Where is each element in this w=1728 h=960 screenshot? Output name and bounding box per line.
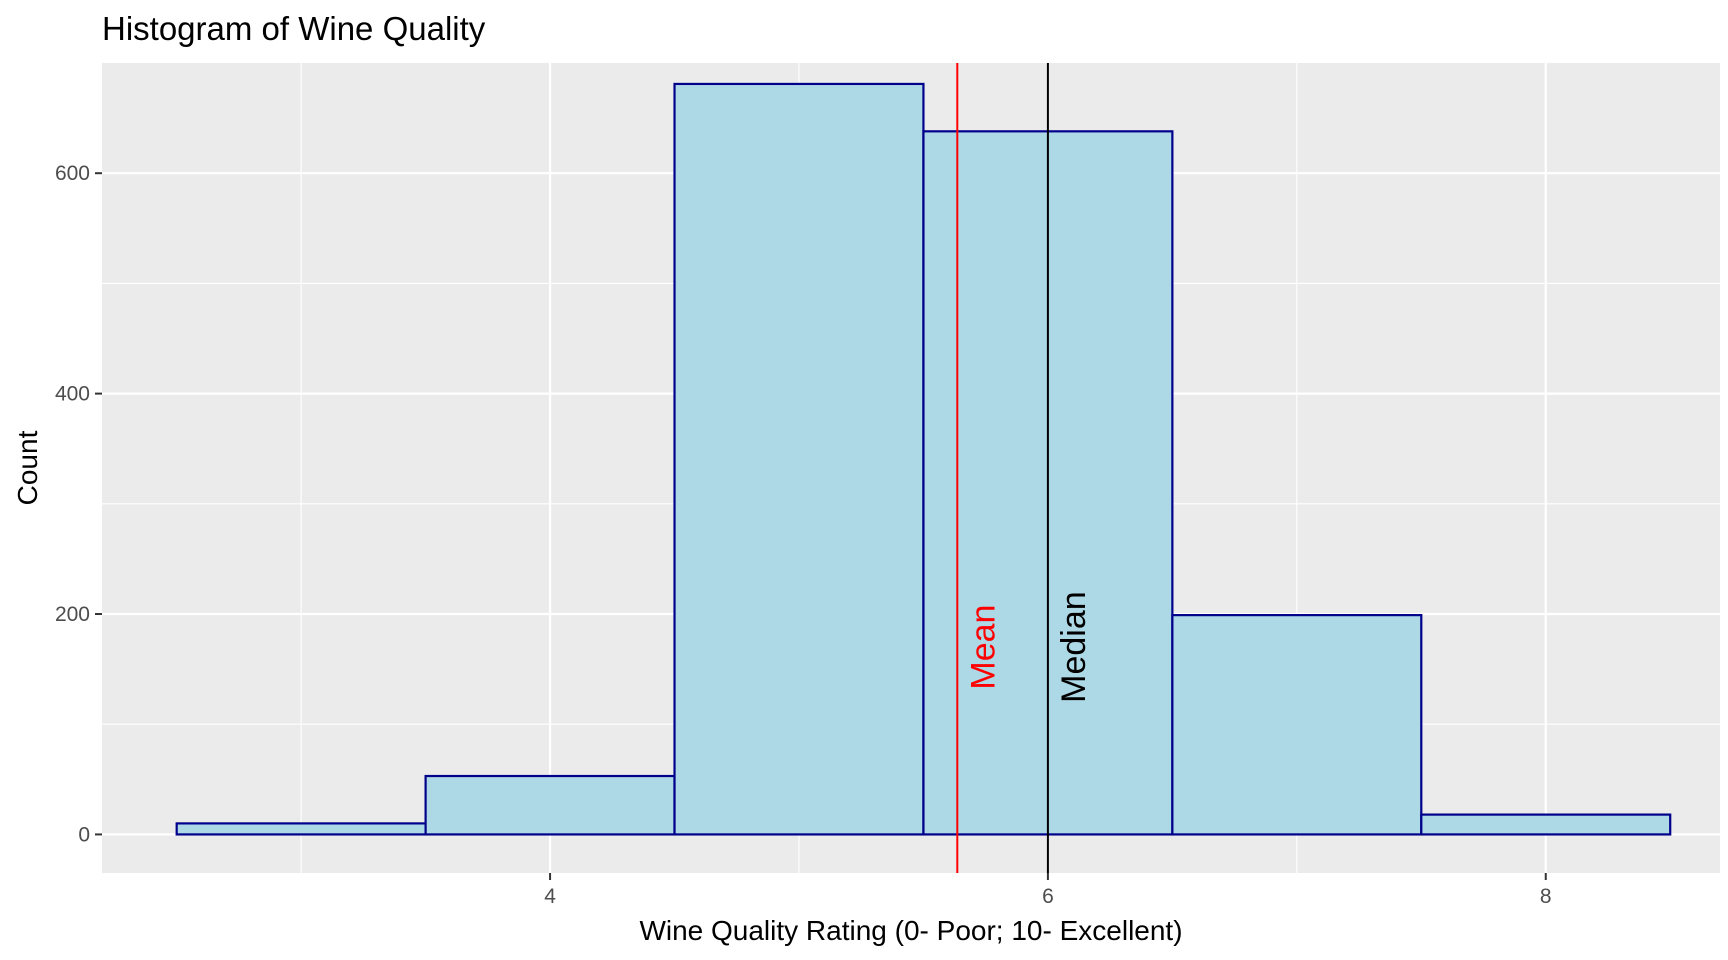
y-tick-label: 0 bbox=[78, 823, 90, 846]
reference-lines: Mean Median bbox=[956, 63, 1093, 873]
chart-title: Histogram of Wine Quality bbox=[102, 10, 486, 47]
histogram-bar bbox=[424, 774, 676, 836]
histogram-bar bbox=[175, 822, 427, 836]
y-tick-label: 200 bbox=[55, 603, 90, 626]
y-tick-label: 600 bbox=[55, 162, 90, 185]
histogram-bar bbox=[673, 82, 925, 836]
x-tick-label: 6 bbox=[1042, 885, 1054, 908]
x-axis-ticks: 4 6 8 bbox=[544, 873, 1552, 908]
mean-label: Mean bbox=[964, 605, 1002, 690]
histogram-bar bbox=[1420, 813, 1672, 836]
y-axis-title: Count bbox=[12, 430, 43, 505]
histogram-bars bbox=[175, 82, 1672, 836]
x-axis-title: Wine Quality Rating (0- Poor; 10- Excell… bbox=[639, 915, 1182, 946]
x-tick-label: 4 bbox=[544, 885, 556, 908]
x-tick-label: 8 bbox=[1540, 885, 1552, 908]
y-tick-label: 400 bbox=[55, 383, 90, 406]
median-label: Median bbox=[1055, 591, 1093, 703]
histogram-bar bbox=[1171, 614, 1423, 836]
y-axis-ticks: 0 200 400 600 bbox=[55, 162, 102, 846]
